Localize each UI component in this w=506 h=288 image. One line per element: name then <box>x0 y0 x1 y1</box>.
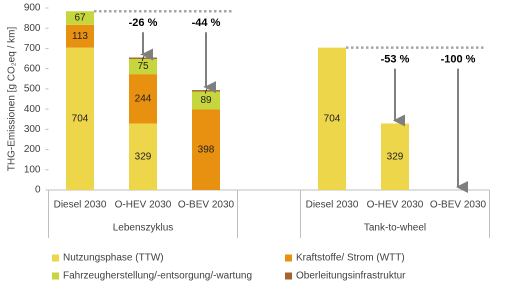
bar-segment <box>192 91 220 110</box>
legend-swatch <box>285 272 292 280</box>
annotation: -53 % <box>381 54 410 66</box>
legend-swatch <box>52 272 59 280</box>
y-tick-label: 800 <box>24 23 41 34</box>
group-label: Tank-to-wheel <box>364 223 426 234</box>
x-tick-label: Diesel 2030 <box>54 200 107 211</box>
legend-swatch <box>285 254 292 262</box>
y-tick-label: 300 <box>24 124 41 135</box>
y-tick-label: 200 <box>24 144 41 155</box>
data-label: 75 <box>137 61 149 72</box>
y-tick-label: 400 <box>24 104 41 115</box>
annotation: -100 % <box>441 54 476 66</box>
annotation: -26 % <box>129 17 158 29</box>
y-axis-label: THG-Emissionen [g CO₂eq / km] <box>7 27 18 172</box>
bar-segment <box>129 74 157 124</box>
legend-label: Nutzungsphase (TTW) <box>63 253 164 264</box>
legend-label: Oberleitungsinfrastruktur <box>296 271 406 282</box>
legend-label: Fahrzeugherstellung/-entsorgung/-wartung <box>63 271 252 282</box>
y-tick-label: 600 <box>24 63 41 74</box>
legend-label: Kraftstoffe/ Strom (WTT) <box>296 253 405 264</box>
data-label: 113 <box>72 31 88 42</box>
bar-segment <box>192 109 220 190</box>
bar-segment <box>318 47 346 190</box>
data-label: 89 <box>200 95 212 106</box>
x-tick-label: Diesel 2030 <box>306 200 359 211</box>
y-tick-label: 700 <box>24 43 41 54</box>
legend-swatch <box>52 254 59 262</box>
bar-segment <box>381 123 409 190</box>
bar-segment <box>66 24 94 48</box>
x-tick-label: O-BEV 2030 <box>178 200 235 211</box>
x-tick-label: O-HEV 2030 <box>367 200 424 211</box>
bar-segment <box>129 58 157 75</box>
y-tick-label: 900 <box>24 3 41 14</box>
data-label: 329 <box>387 151 404 162</box>
y-tick-label: 0 <box>35 185 41 196</box>
data-label: 704 <box>72 113 89 124</box>
y-tick-label: 100 <box>24 164 41 175</box>
x-tick-label: O-BEV 2030 <box>430 200 487 211</box>
group-label: Lebenszyklus <box>113 223 174 234</box>
data-label: 398 <box>198 144 215 155</box>
y-tick-label: 500 <box>24 84 41 95</box>
data-label: 329 <box>135 151 152 162</box>
bar-segment <box>66 47 94 190</box>
x-tick-label: O-HEV 2030 <box>115 200 172 211</box>
data-label: 244 <box>135 93 152 104</box>
data-label: 704 <box>324 113 341 124</box>
data-label: 67 <box>74 13 86 24</box>
annotation: -44 % <box>192 17 221 29</box>
bar-segment <box>129 123 157 190</box>
bar-segment <box>66 11 94 25</box>
